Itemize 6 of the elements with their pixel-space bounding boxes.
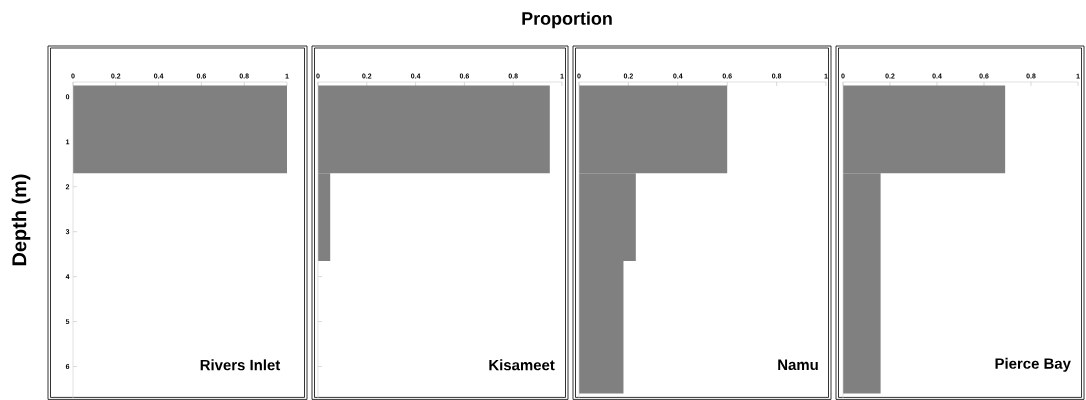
annotation: Namu (778, 359, 818, 371)
y-axis-title: Depth (m) (11, 174, 31, 266)
annotation: Pierce Bay (995, 357, 1071, 372)
annotation: Kisameet (489, 359, 555, 371)
annotation: Rivers Inlet (200, 359, 281, 371)
chart-title: Proportion (522, 11, 612, 29)
